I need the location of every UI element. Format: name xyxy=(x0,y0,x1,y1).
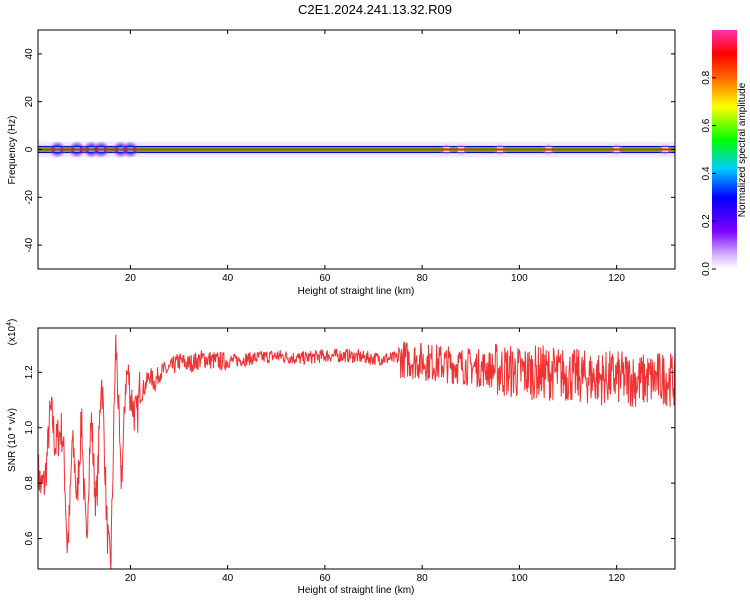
snr-panel: 20 40 60 80 100 120 0.6 0.8 1.0 1.2 Height of st… xyxy=(6,319,676,596)
snr-y-label: SNR (10 * v/v) xyxy=(7,408,18,472)
snr-y-axis: 0.6 0.8 1.0 1.2 xyxy=(24,365,675,545)
snr-frame xyxy=(37,327,676,570)
snr-y-scale-close: ) xyxy=(7,319,18,322)
colorbar: 0.0 0.2 0.4 0.6 0.8 Normalized spectral ampl… xyxy=(701,30,748,276)
spectrogram-y-tick-label: 0 xyxy=(24,146,35,152)
spectrogram-x-axis: 20 40 60 80 100 120 xyxy=(125,30,625,284)
snr-x-tick-label: 60 xyxy=(319,573,331,584)
colorbar-tick-label: 0.4 xyxy=(701,166,712,180)
spectrogram-x-tick-label: 80 xyxy=(417,273,429,284)
snr-x-tick-label: 120 xyxy=(608,573,625,584)
spectrogram-y-tick-label: -20 xyxy=(24,190,35,205)
snr-line xyxy=(38,334,675,569)
snr-x-tick-label: 80 xyxy=(417,573,429,584)
colorbar-tick-label: 0.8 xyxy=(701,70,712,84)
spectrogram-y-axis: -40 -20 0 20 40 xyxy=(24,48,675,252)
spectrogram-x-tick-label: 100 xyxy=(511,273,528,284)
spectrogram-x-tick-label: 60 xyxy=(319,273,331,284)
colorbar-gradient xyxy=(712,30,737,269)
snr-y-scale-base: (x10 xyxy=(7,325,18,345)
spectrogram-x-tick-label: 20 xyxy=(125,273,137,284)
spectrogram-panel: 20 40 60 80 100 120 -40 -20 0 20 40 Height of str… xyxy=(7,29,676,297)
spectrogram-x-label: Height of straight line (km) xyxy=(298,286,415,297)
snr-line-series xyxy=(38,334,675,569)
colorbar-tick-label: 0.2 xyxy=(701,214,712,228)
spectrogram-heatmap xyxy=(38,140,675,159)
spectrogram-y-label: Frequency (Hz) xyxy=(7,116,18,185)
spectrogram-y-tick-label: 20 xyxy=(24,96,35,108)
colorbar-label: Normalized spectral amplitude xyxy=(737,82,748,217)
spectrogram-x-tick-label: 40 xyxy=(222,273,234,284)
snr-x-tick-label: 20 xyxy=(125,573,137,584)
snr-y-tick-label: 1.0 xyxy=(24,420,35,434)
chart-title: C2E1.2024.241.13.32.R09 xyxy=(298,2,452,17)
spectrogram-y-tick-label: -40 xyxy=(24,237,35,252)
snr-y-scale-label: (x104) xyxy=(6,319,18,346)
spectrogram-y-tick-label: 40 xyxy=(24,48,35,60)
spectrogram-x-tick-label: 120 xyxy=(608,273,625,284)
snr-y-tick-label: 0.8 xyxy=(24,476,35,490)
snr-y-tick-label: 1.2 xyxy=(24,365,35,379)
snr-x-tick-label: 100 xyxy=(511,573,528,584)
snr-y-tick-label: 0.6 xyxy=(24,531,35,545)
snr-x-label: Height of straight line (km) xyxy=(298,585,415,596)
colorbar-tick-label: 0.0 xyxy=(701,262,712,276)
colorbar-tick-label: 0.6 xyxy=(701,118,712,132)
colorbar-ticks: 0.0 0.2 0.4 0.6 0.8 xyxy=(701,70,716,276)
snr-y-scale-exponent: 4 xyxy=(6,322,13,326)
snr-x-tick-label: 40 xyxy=(222,573,234,584)
snr-x-axis: 20 40 60 80 100 120 xyxy=(125,328,625,584)
